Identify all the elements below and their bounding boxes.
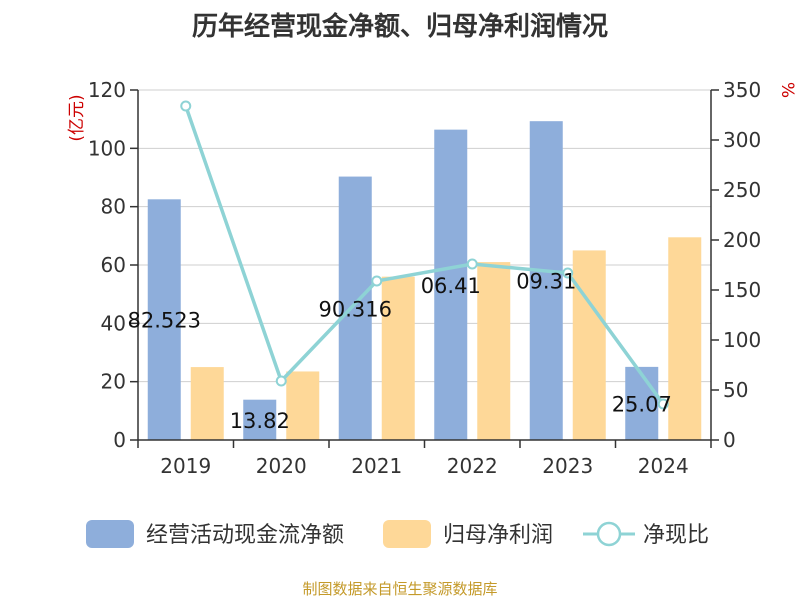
legend: 经营活动现金流净额 归母净利润 净现比 — [86, 520, 709, 548]
cashflow-bar-2021[interactable] — [338, 176, 372, 440]
profit-bar-2024[interactable] — [668, 237, 702, 440]
left-tick-label: 80 — [101, 195, 126, 219]
right-tick-label: 300 — [723, 128, 761, 152]
legend-label: 经营活动现金流净额 — [146, 523, 344, 548]
profit-bar-2021[interactable] — [381, 276, 415, 440]
right-tick-label: 50 — [723, 378, 748, 402]
bars — [147, 121, 702, 440]
cashflow-data-label-2019: 82.523 — [128, 309, 201, 333]
left-tick-label: 20 — [101, 370, 126, 394]
left-tick-label: 120 — [88, 78, 126, 102]
x-tick-label-2021: 2021 — [351, 454, 402, 478]
legend-swatch — [86, 520, 134, 548]
left-tick-label: 60 — [101, 253, 126, 277]
ratio-series-line — [184, 105, 665, 406]
profit-bar-2020[interactable] — [286, 371, 320, 440]
x-tick-label-2019: 2019 — [160, 454, 211, 478]
right-tick-label: 150 — [723, 278, 761, 302]
ratio-point-2020[interactable] — [275, 375, 287, 387]
legend-item-2[interactable]: 净现比 — [583, 521, 709, 548]
profit-bar-2023[interactable] — [572, 250, 606, 440]
x-tick-label-2024: 2024 — [638, 454, 689, 478]
cashflow-bar-2020[interactable] — [243, 399, 277, 440]
ratio-point-2019[interactable] — [180, 100, 192, 112]
cashflow-bar-2024[interactable] — [625, 366, 659, 440]
right-tick-label: 350 — [723, 78, 761, 102]
cashflow-data-label-2023: 09.31 — [516, 270, 576, 294]
right-tick-label: 200 — [723, 228, 761, 252]
x-tick-label-2020: 2020 — [256, 454, 307, 478]
x-tick-label-2022: 2022 — [447, 454, 498, 478]
cashflow-data-label-2024: 25.07 — [612, 392, 672, 416]
ratio-point-2021[interactable] — [371, 275, 383, 287]
x-tick-label-2023: 2023 — [542, 454, 593, 478]
ratio-point-2024[interactable] — [657, 398, 669, 410]
grid-lines — [138, 89, 711, 383]
left-tick-label: 100 — [88, 136, 126, 160]
legend-marker — [596, 521, 622, 547]
ratio-point-2022[interactable] — [466, 258, 478, 270]
cashflow-bar-2023[interactable] — [529, 121, 563, 440]
left-axis-unit: (亿元) — [67, 94, 87, 141]
ratio-point-2023[interactable] — [562, 267, 574, 279]
legend-label: 净现比 — [643, 523, 709, 548]
profit-bar-2022[interactable] — [477, 262, 511, 440]
right-tick-label: 100 — [723, 328, 761, 352]
cashflow-data-label-2022: 06.41 — [421, 274, 481, 298]
cashflow-bar-2022[interactable] — [434, 129, 468, 440]
legend-label: 归母净利润 — [443, 523, 553, 548]
cashflow-bar-2019[interactable] — [147, 199, 181, 440]
legend-swatch — [383, 520, 431, 548]
right-tick-label: 250 — [723, 178, 761, 202]
right-tick-label: 0 — [723, 428, 736, 452]
left-tick-label: 40 — [101, 311, 126, 335]
legend-item-1[interactable]: 归母净利润 — [383, 520, 553, 548]
left-tick-label: 0 — [113, 428, 126, 452]
chart-title: 历年经营现金净额、归母净利润情况 — [191, 12, 608, 42]
ratio-line — [180, 100, 669, 410]
source-note: 制图数据来自恒生聚源数据库 — [302, 580, 498, 598]
profit-bar-2019[interactable] — [190, 367, 224, 440]
cashflow-data-label-2020: 13.82 — [230, 409, 290, 433]
right-axis-unit: % — [777, 82, 797, 98]
cashflow-data-label-2021: 90.316 — [319, 297, 392, 321]
legend-item-0[interactable]: 经营活动现金流净额 — [86, 520, 344, 548]
data-labels: 82.523 13.82 90.316 06.41 09.31 25.07 — [128, 270, 672, 433]
axes: 0 20 40 60 80 100 120 0 50 100 150 200 250 300 350 2019… — [67, 78, 797, 478]
